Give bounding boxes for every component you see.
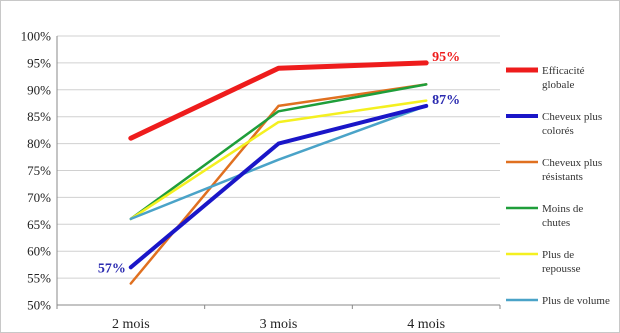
data-label: 87% <box>432 93 460 108</box>
legend-label: Plus de volume <box>542 295 610 307</box>
legend-label: Plus de repousse <box>542 249 581 275</box>
legend-label-line: Plus de volume <box>542 295 610 307</box>
legend-label-line: globale <box>542 79 574 91</box>
series-line <box>129 104 428 221</box>
legend-label-line: Efficacité <box>542 65 585 77</box>
annotation-layer: 95% 87% 57% <box>98 50 460 276</box>
legend-label: Cheveux plus résistants <box>542 157 602 183</box>
legend-label-line: Moins de <box>542 203 583 215</box>
legend-label: Efficacité globale <box>542 65 585 91</box>
x-tick-label: 2 mois <box>112 317 150 332</box>
y-tick-label: 50% <box>27 298 51 313</box>
series-layer <box>128 60 429 285</box>
y-tick-label: 100% <box>21 29 52 44</box>
x-tick-label: 4 mois <box>407 317 445 332</box>
legend-label-line: Plus de <box>542 249 574 261</box>
legend-label-line: Cheveux plus <box>542 111 602 123</box>
y-tick-label: 70% <box>27 190 51 205</box>
y-tick-label: 60% <box>27 244 51 259</box>
legend-label-line: colorés <box>542 125 574 137</box>
legend-label: Cheveux plus colorés <box>542 111 602 137</box>
axis-layer: 50% 55% 60% 65% 70% 75% 80% 85% 90% 95% 100% 2 mois… <box>21 29 501 332</box>
data-label: 95% <box>432 50 460 65</box>
y-tick-label: 90% <box>27 82 51 97</box>
series-line <box>128 60 429 141</box>
legend-label-line: repousse <box>542 263 581 275</box>
y-tick-label: 75% <box>27 163 51 178</box>
series-line <box>128 103 429 270</box>
x-tick-label: 3 mois <box>260 317 298 332</box>
y-tick-label: 65% <box>27 217 51 232</box>
series-line <box>129 83 428 221</box>
y-tick-label: 85% <box>27 109 51 124</box>
y-tick-label: 80% <box>27 136 51 151</box>
legend-label-line: résistants <box>542 171 583 183</box>
y-tick-label: 95% <box>27 55 51 70</box>
legend-label-line: Cheveux plus <box>542 157 602 169</box>
series-line <box>129 99 428 221</box>
legend-label-line: chutes <box>542 217 570 229</box>
legend-label: Moins de chutes <box>542 203 583 229</box>
data-label: 57% <box>98 261 126 276</box>
y-tick-label: 55% <box>27 271 51 286</box>
